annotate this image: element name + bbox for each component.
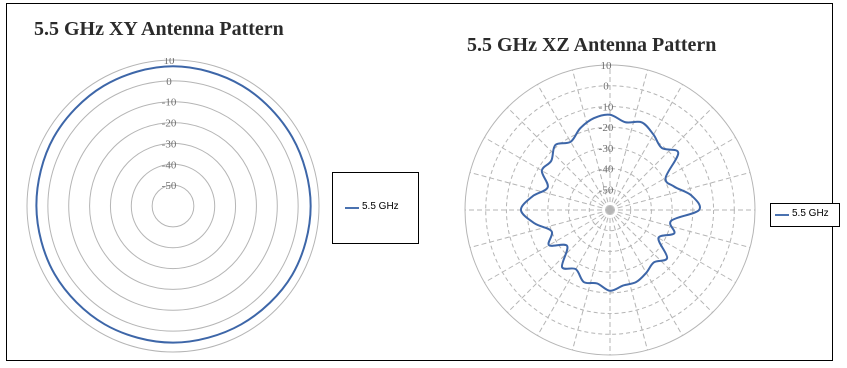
grid-spoke xyxy=(469,209,611,249)
r-tick-label: -20 xyxy=(162,118,177,130)
grid-spoke xyxy=(484,209,611,283)
r-tick-label: 10 xyxy=(601,60,613,72)
r-tick-label: -30 xyxy=(599,143,614,155)
grid-circle xyxy=(68,101,278,311)
grid-spoke xyxy=(609,137,736,211)
grid-spoke xyxy=(609,171,751,211)
grid-spoke xyxy=(537,84,611,211)
xy-polar-chart: 10 0 -10 -20 -30 -40 -50 xyxy=(26,58,320,353)
series-line xyxy=(35,65,312,344)
grid-spoke xyxy=(484,137,611,211)
grid-circle xyxy=(151,184,195,228)
grid-spoke xyxy=(469,171,611,211)
xz-polar-chart: 10 0 -10 -20 -30 -40 -50 xyxy=(464,60,756,356)
r-tick-label: -30 xyxy=(162,138,177,150)
grid-circle xyxy=(130,163,216,249)
chart-title-xz: 5.5 GHz XZ Antenna Pattern xyxy=(467,34,717,56)
grid-circle xyxy=(89,122,257,290)
grid-spoke xyxy=(537,209,611,336)
grid-spoke xyxy=(609,107,713,211)
grid-circle xyxy=(109,142,237,270)
figure-frame xyxy=(6,3,833,361)
grid-circle xyxy=(547,147,673,273)
legend-label: 5.5 GHz xyxy=(362,201,399,212)
legend-xy: 5.5 GHz xyxy=(332,172,419,244)
grid-spoke xyxy=(609,209,751,249)
r-tick-label: -40 xyxy=(599,164,614,176)
grid-circle xyxy=(505,105,715,315)
grid-spoke xyxy=(507,209,611,313)
r-tick-label: -20 xyxy=(599,122,614,134)
grid-spoke xyxy=(571,209,611,351)
grid-circle xyxy=(26,59,320,353)
series-line xyxy=(519,113,701,292)
legend-label: 5.5 GHz xyxy=(792,208,829,219)
grid-spoke xyxy=(609,209,649,351)
legend-xz: 5.5 GHz xyxy=(770,203,840,227)
r-tick-label: -40 xyxy=(162,159,177,171)
grid-spoke xyxy=(609,69,649,211)
grid-spoke xyxy=(507,107,611,211)
r-tick-label: 10 xyxy=(164,58,176,67)
r-tick-label: -50 xyxy=(162,180,177,192)
legend-swatch xyxy=(775,214,789,216)
grid-circle xyxy=(47,80,299,332)
r-tick-label: -10 xyxy=(162,97,177,109)
r-tick-label: -50 xyxy=(599,184,614,196)
grid-spoke xyxy=(609,209,736,283)
grid-spoke xyxy=(609,84,683,211)
r-tick-label: 0 xyxy=(603,81,609,93)
r-tick-label: -10 xyxy=(599,101,614,113)
grid-spoke xyxy=(571,69,611,211)
legend-swatch xyxy=(345,207,359,209)
chart-title-xy: 5.5 GHz XY Antenna Pattern xyxy=(34,18,284,40)
r-tick-label: 0 xyxy=(166,76,172,88)
